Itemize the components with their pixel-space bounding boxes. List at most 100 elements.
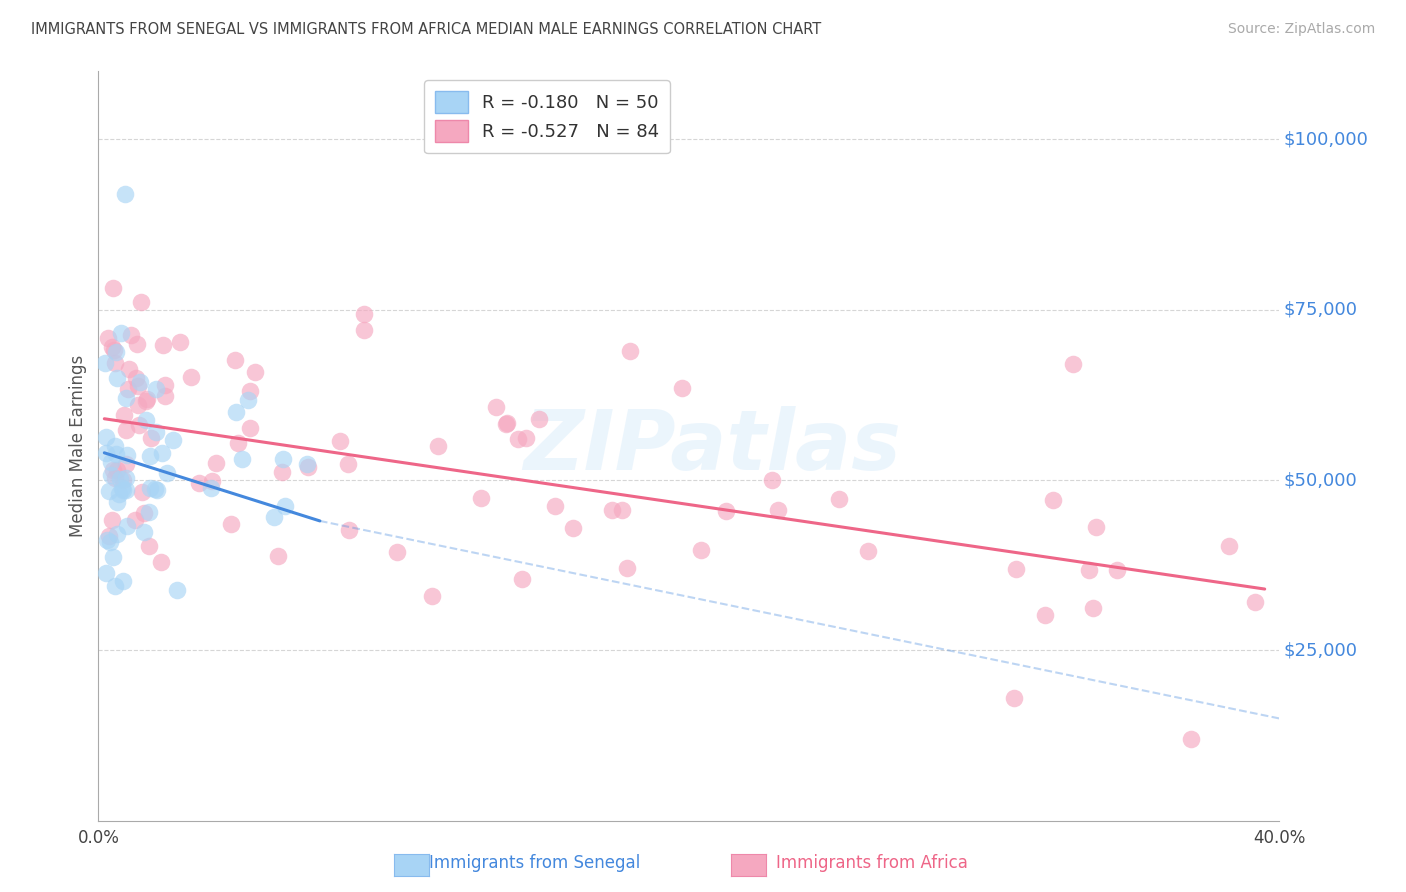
Point bbox=[387, 545, 409, 559]
Point bbox=[111, 574, 134, 589]
Point bbox=[166, 582, 188, 597]
Point bbox=[329, 434, 352, 448]
Point bbox=[117, 382, 139, 396]
Point bbox=[107, 486, 129, 500]
Point bbox=[127, 398, 149, 412]
Point bbox=[180, 370, 202, 384]
Point bbox=[1002, 691, 1025, 706]
Point bbox=[112, 408, 135, 422]
Point bbox=[103, 463, 125, 477]
Point bbox=[1180, 731, 1202, 746]
Point bbox=[115, 423, 138, 437]
Point bbox=[716, 504, 738, 518]
Point bbox=[219, 516, 242, 531]
Point bbox=[224, 353, 246, 368]
Point bbox=[125, 336, 148, 351]
Point bbox=[145, 425, 167, 439]
Point bbox=[115, 457, 138, 471]
Point bbox=[101, 340, 124, 354]
Point bbox=[610, 502, 633, 516]
Point bbox=[94, 446, 117, 460]
Point bbox=[529, 412, 551, 426]
Point bbox=[267, 549, 290, 563]
Point bbox=[104, 439, 127, 453]
Point bbox=[97, 331, 120, 345]
Point bbox=[1084, 519, 1107, 533]
Point bbox=[1062, 357, 1084, 371]
Point bbox=[111, 481, 134, 495]
Point bbox=[336, 457, 359, 471]
Point bbox=[94, 566, 117, 580]
Point bbox=[138, 481, 160, 495]
Point bbox=[297, 460, 319, 475]
Text: $100,000: $100,000 bbox=[1284, 130, 1368, 148]
Point bbox=[103, 550, 125, 565]
Point bbox=[510, 572, 533, 586]
Point bbox=[105, 495, 128, 509]
Point bbox=[104, 579, 127, 593]
Point bbox=[263, 510, 285, 524]
Point bbox=[188, 476, 211, 491]
Point bbox=[138, 539, 160, 553]
Point bbox=[132, 506, 155, 520]
Point bbox=[124, 371, 146, 385]
Point bbox=[103, 343, 125, 357]
Point bbox=[1107, 563, 1129, 577]
Point bbox=[98, 534, 121, 549]
Point bbox=[115, 471, 138, 485]
Point bbox=[1004, 562, 1026, 576]
Legend: R = -0.180   N = 50, R = -0.527   N = 84: R = -0.180 N = 50, R = -0.527 N = 84 bbox=[425, 80, 671, 153]
Point bbox=[616, 561, 638, 575]
Point bbox=[136, 392, 159, 407]
Text: Immigrants from Senegal: Immigrants from Senegal bbox=[429, 855, 640, 872]
Point bbox=[105, 463, 128, 477]
Point bbox=[169, 334, 191, 349]
Point bbox=[236, 393, 259, 408]
Point bbox=[856, 544, 879, 558]
Point bbox=[768, 502, 790, 516]
Point bbox=[129, 375, 152, 389]
Point bbox=[619, 343, 641, 358]
Point bbox=[1083, 601, 1105, 615]
Text: ZIPatlas: ZIPatlas bbox=[523, 406, 901, 486]
Point bbox=[128, 417, 150, 432]
Point bbox=[149, 555, 172, 569]
Point bbox=[1218, 539, 1240, 553]
Point bbox=[690, 542, 713, 557]
Point bbox=[1033, 608, 1056, 623]
Point bbox=[225, 405, 247, 419]
Point bbox=[156, 466, 179, 480]
Text: $75,000: $75,000 bbox=[1284, 301, 1357, 318]
Text: IMMIGRANTS FROM SENEGAL VS IMMIGRANTS FROM AFRICA MEDIAN MALE EARNINGS CORRELATI: IMMIGRANTS FROM SENEGAL VS IMMIGRANTS FR… bbox=[31, 22, 821, 37]
Text: Immigrants from Africa: Immigrants from Africa bbox=[776, 855, 967, 872]
Point bbox=[105, 527, 128, 541]
Point bbox=[761, 474, 783, 488]
Point bbox=[152, 338, 174, 352]
Point bbox=[353, 307, 375, 321]
Point bbox=[231, 452, 253, 467]
Point bbox=[828, 492, 851, 507]
Point bbox=[600, 503, 623, 517]
Point bbox=[201, 475, 224, 489]
Point bbox=[297, 457, 319, 471]
Point bbox=[153, 377, 176, 392]
Point bbox=[101, 513, 124, 527]
Point bbox=[150, 445, 173, 459]
Point bbox=[118, 362, 141, 376]
Point bbox=[671, 381, 693, 395]
Point bbox=[200, 481, 222, 495]
Point bbox=[105, 345, 128, 359]
Point bbox=[112, 483, 135, 497]
Point bbox=[139, 449, 162, 463]
Point bbox=[94, 356, 117, 370]
Point bbox=[1244, 595, 1267, 609]
Point bbox=[544, 499, 567, 513]
Point bbox=[114, 392, 136, 406]
Point bbox=[111, 473, 134, 487]
Point bbox=[141, 431, 163, 445]
Point bbox=[204, 457, 226, 471]
Point bbox=[243, 365, 266, 379]
Point bbox=[104, 356, 127, 370]
Point bbox=[114, 483, 136, 497]
Point bbox=[162, 433, 184, 447]
